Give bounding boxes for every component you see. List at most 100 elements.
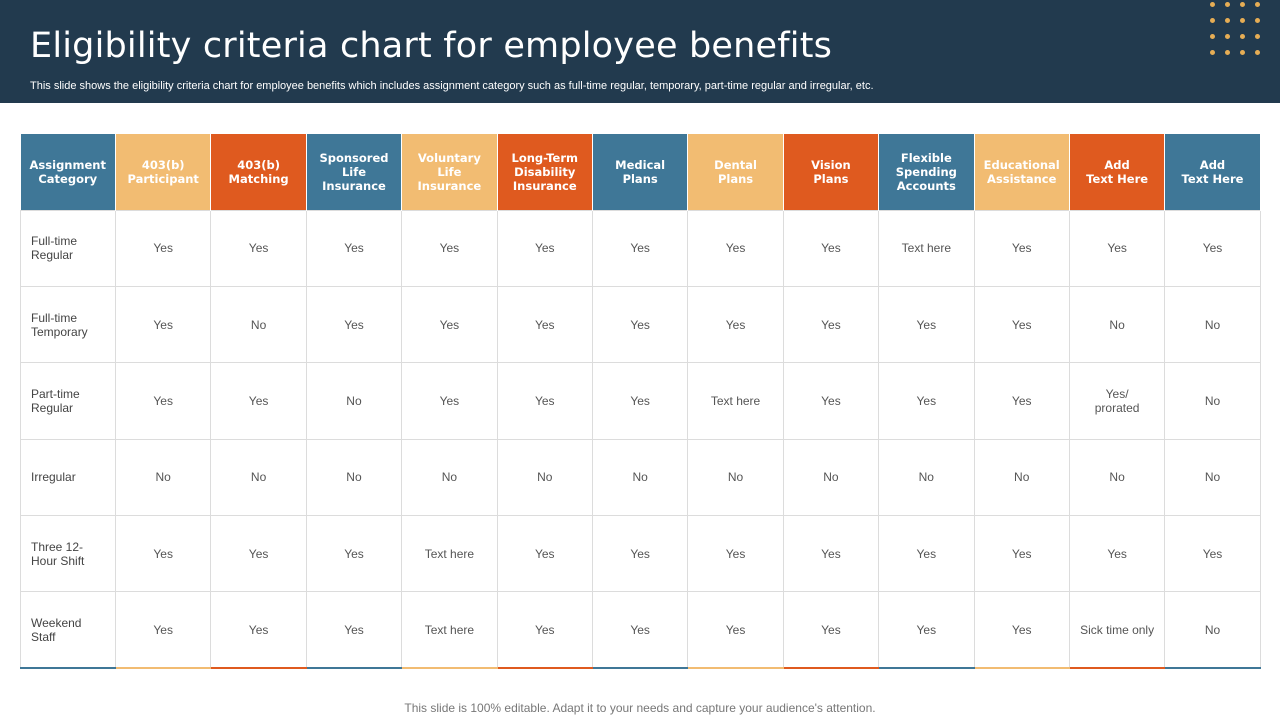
table-cell: No (496, 438, 593, 517)
table-cell: Yes/prorated (1068, 362, 1166, 440)
table-cell: No (1068, 285, 1166, 364)
table-cell: Yes (210, 591, 307, 670)
decorative-dot (1210, 34, 1215, 39)
decorative-dot (1255, 34, 1260, 39)
table-cell: Yes (1068, 209, 1166, 287)
table-cell: Yes (1068, 515, 1166, 593)
table-cell: Yes (782, 209, 880, 287)
table-row: Full-time Regular Yes Yes Yes Yes Yes Yes Yes Yes… (20, 209, 1261, 287)
decorative-dot (1240, 34, 1245, 39)
table-cell: Yes (591, 362, 689, 440)
table-cell: Yes (305, 209, 403, 287)
decorative-dot (1225, 50, 1230, 55)
header-banner: Eligibility criteria chart for employee … (0, 0, 1280, 103)
table-cell: Yes (114, 591, 212, 670)
decorative-dot (1240, 18, 1245, 23)
decorative-dot (1210, 2, 1215, 7)
table-cell: No (1164, 362, 1261, 440)
table-cell: Yes (305, 285, 403, 364)
table-cell: No (878, 438, 975, 517)
eligibility-table: Assignment Category 403(b) Participant 403(b… (20, 134, 1261, 670)
table-cell: No (210, 438, 307, 517)
table-row: Part-time Regular Yes Yes No Yes Yes Yes Text he… (20, 362, 1261, 440)
column-header: Flexible Spending Accounts (878, 134, 975, 210)
decorative-dot (1240, 50, 1245, 55)
table-cell: No (114, 438, 212, 517)
table-cell: Yes (687, 515, 784, 593)
table-cell: No (973, 438, 1070, 517)
table-cell: Yes (114, 285, 212, 364)
table-cell: No (1164, 285, 1261, 364)
table-row: Weekend Staff Yes Yes Yes Text here Yes Yes Yes Y… (20, 591, 1261, 670)
column-header: Add Text Here (1069, 134, 1166, 210)
table-cell: Yes (496, 285, 593, 364)
table-cell: No (210, 285, 307, 364)
table-cell: Yes (973, 591, 1070, 670)
decorative-dot (1240, 2, 1245, 7)
table-cell: Yes (1164, 209, 1261, 287)
column-header: Sponsored Life Insurance (306, 134, 403, 210)
column-header: Add Text Here (1164, 134, 1261, 210)
page-title: Eligibility criteria chart for employee … (30, 26, 833, 66)
table-cell: No (687, 438, 784, 517)
eligibility-table-container: Assignment Category 403(b) Participant 403(b… (20, 134, 1261, 670)
table-cell: Yes (878, 591, 975, 670)
column-header: Long-Term Disability Insurance (497, 134, 593, 210)
decorative-dot (1255, 2, 1260, 7)
table-cell: Yes (591, 285, 689, 364)
table-row: Full-time Temporary Yes No Yes Yes Yes Yes Yes Ye… (20, 285, 1261, 364)
table-cell: Yes (973, 209, 1070, 287)
table-cell: Yes (782, 362, 880, 440)
table-cell: Yes (878, 362, 975, 440)
table-cell: Yes (687, 209, 784, 287)
table-cell: Yes (973, 515, 1070, 593)
table-cell: No (305, 362, 403, 440)
table-cell: Yes (782, 591, 880, 670)
decorative-dot (1225, 18, 1230, 23)
table-row: Three 12- Hour Shift Yes Yes Yes Text here Yes… (20, 515, 1261, 593)
table-cell: Text here (687, 362, 784, 440)
table-cell: Yes (687, 591, 784, 670)
decorative-dot (1255, 50, 1260, 55)
table-header-row: Assignment Category 403(b) Participant 403(b… (20, 134, 1261, 210)
table-cell: Yes (210, 209, 307, 287)
decorative-dot (1210, 18, 1215, 23)
table-cell: Yes (496, 209, 593, 287)
row-label: Part-time Regular (20, 362, 116, 440)
table-cell: Yes (973, 362, 1070, 440)
table-cell: Yes (591, 591, 689, 670)
row-label: Full-time Regular (20, 209, 116, 287)
table-cell: Yes (782, 515, 880, 593)
table-cell: Yes (114, 209, 212, 287)
table-cell: Yes (1164, 515, 1261, 593)
row-label: Irregular (20, 438, 116, 517)
column-header: Dental Plans (687, 134, 784, 210)
table-cell: Yes (210, 515, 307, 593)
table-cell: Yes (591, 209, 689, 287)
page-subtitle: This slide shows the eligibility criteri… (30, 80, 874, 92)
decorative-dot (1210, 50, 1215, 55)
table-cell: Yes (401, 362, 498, 440)
table-cell: Yes (496, 362, 593, 440)
table-cell: Sick time only (1068, 591, 1166, 670)
column-header: Educational Assistance (974, 134, 1070, 210)
table-cell: Text here (401, 591, 498, 670)
table-cell: Yes (782, 285, 880, 364)
decorative-dot (1225, 2, 1230, 7)
column-header: Vision Plans (783, 134, 880, 210)
table-cell: Yes (687, 285, 784, 364)
table-cell: Yes (878, 285, 975, 364)
table-cell: Yes (401, 209, 498, 287)
table-cell: Yes (591, 515, 689, 593)
table-cell: No (1068, 438, 1166, 517)
table-cell: Yes (305, 591, 403, 670)
footer-note: This slide is 100% editable. Adapt it to… (404, 701, 876, 715)
table-cell: No (305, 438, 403, 517)
table-cell: No (782, 438, 880, 517)
table-cell: Yes (496, 591, 593, 670)
table-cell: Yes (496, 515, 593, 593)
table-cell: Yes (305, 515, 403, 593)
table-cell: No (1164, 591, 1261, 670)
table-cell: Yes (114, 515, 212, 593)
row-label: Weekend Staff (20, 591, 116, 670)
